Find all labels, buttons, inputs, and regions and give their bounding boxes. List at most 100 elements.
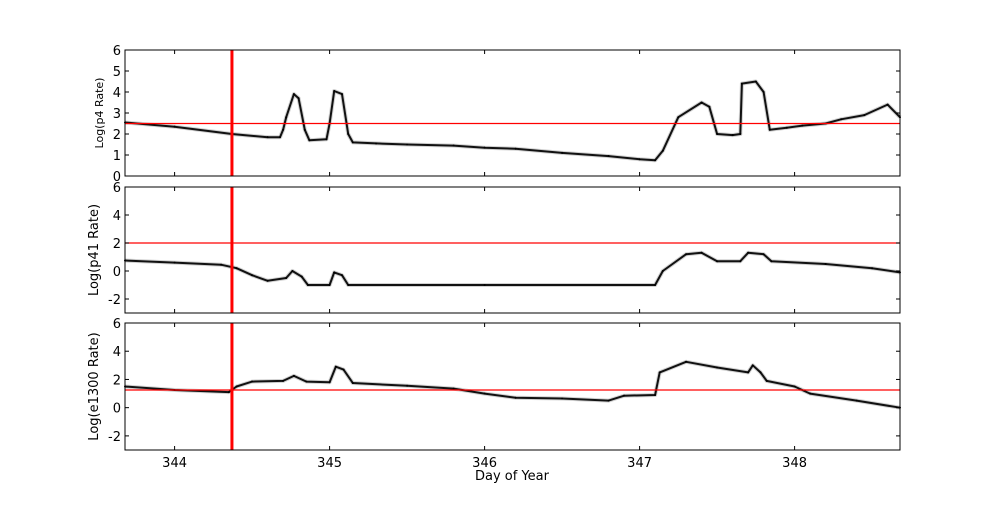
data-point bbox=[731, 134, 734, 137]
data-point bbox=[561, 397, 564, 400]
data-point bbox=[661, 270, 664, 272]
data-point bbox=[341, 274, 343, 277]
data-point bbox=[305, 380, 308, 383]
y-tick-label: 2 bbox=[113, 128, 121, 143]
data-point bbox=[747, 251, 750, 254]
data-point bbox=[375, 142, 378, 145]
y-tick-label: 6 bbox=[113, 317, 121, 332]
data-point bbox=[220, 263, 223, 266]
data-point bbox=[654, 284, 657, 286]
data-point bbox=[297, 97, 300, 100]
data-point bbox=[452, 144, 455, 147]
data-point bbox=[747, 371, 750, 374]
data-point bbox=[282, 128, 285, 131]
data-point bbox=[483, 392, 486, 395]
data-point bbox=[279, 136, 281, 139]
data-point bbox=[235, 267, 238, 270]
data-point bbox=[793, 385, 796, 388]
data-point bbox=[716, 366, 719, 369]
data-point bbox=[483, 146, 486, 149]
data-point bbox=[654, 393, 657, 396]
x-tick-label: 346 bbox=[472, 456, 497, 471]
data-point bbox=[285, 277, 288, 279]
y-tick-label: 2 bbox=[113, 373, 121, 388]
y-tick-label: 6 bbox=[113, 181, 121, 196]
y-tick-label: 1 bbox=[113, 149, 121, 164]
data-point bbox=[333, 271, 336, 274]
data-series-0 bbox=[124, 80, 901, 162]
y-tick-label: 0 bbox=[113, 170, 121, 185]
data-point bbox=[173, 125, 176, 128]
data-point bbox=[700, 101, 703, 104]
y-tick-label: 3 bbox=[113, 107, 121, 122]
data-point bbox=[514, 147, 517, 150]
data-point bbox=[300, 275, 303, 278]
y-axis-label: Log(p41 Rate) bbox=[87, 204, 102, 296]
y-tick-label: -2 bbox=[108, 430, 121, 445]
data-point bbox=[785, 126, 788, 129]
data-point bbox=[623, 394, 626, 397]
y-tick-label: 0 bbox=[113, 265, 121, 280]
data-point bbox=[251, 380, 254, 383]
data-point bbox=[809, 392, 812, 395]
y-tick-label: 4 bbox=[113, 209, 121, 224]
data-point bbox=[333, 89, 336, 92]
data-point bbox=[801, 124, 804, 127]
data-point bbox=[341, 93, 343, 96]
y-tick-label: 4 bbox=[113, 345, 121, 360]
data-point bbox=[740, 82, 743, 85]
data-point bbox=[754, 80, 757, 83]
data-point bbox=[863, 114, 866, 117]
x-tick-label: 344 bbox=[162, 456, 187, 471]
data-point bbox=[235, 385, 238, 388]
data-point bbox=[347, 133, 350, 135]
axes-frame bbox=[124, 322, 901, 451]
data-point bbox=[607, 155, 610, 158]
y-tick-label: 2 bbox=[113, 237, 121, 252]
data-point bbox=[514, 396, 517, 399]
y-axis-label: Log(p4 Rate) bbox=[93, 78, 106, 149]
data-point bbox=[658, 371, 661, 374]
axes-frame bbox=[124, 186, 901, 314]
data-point bbox=[173, 261, 176, 264]
data-point bbox=[334, 365, 337, 368]
data-point bbox=[768, 128, 771, 131]
data-point bbox=[739, 133, 742, 135]
data-point bbox=[292, 374, 295, 377]
data-scatter-halo bbox=[124, 250, 901, 287]
data-point bbox=[871, 267, 874, 270]
axes-frame bbox=[124, 49, 901, 177]
data-point bbox=[751, 364, 754, 367]
data-point bbox=[406, 143, 409, 146]
data-point bbox=[855, 399, 858, 402]
y-tick-label: -2 bbox=[108, 293, 121, 308]
y-tick-label: 0 bbox=[113, 402, 121, 417]
data-point bbox=[266, 279, 269, 282]
data-point bbox=[292, 93, 295, 96]
y-tick-label: 4 bbox=[113, 86, 121, 101]
data-point bbox=[291, 270, 294, 272]
data-point bbox=[266, 136, 269, 139]
data-point bbox=[306, 284, 309, 286]
x-tick-label: 347 bbox=[627, 456, 652, 471]
data-point bbox=[638, 158, 641, 161]
data-point bbox=[762, 91, 765, 93]
data-point bbox=[759, 371, 762, 374]
data-point bbox=[840, 118, 843, 121]
data-point bbox=[328, 381, 331, 384]
data-point bbox=[227, 391, 230, 394]
data-point bbox=[351, 141, 354, 144]
data-point bbox=[483, 284, 486, 286]
data-series-2 bbox=[124, 360, 901, 409]
data-point bbox=[406, 384, 409, 387]
data-point bbox=[739, 260, 742, 263]
data-point bbox=[716, 133, 719, 135]
data-point bbox=[770, 260, 773, 263]
data-point bbox=[654, 159, 657, 162]
data-point bbox=[607, 399, 610, 402]
data-point bbox=[708, 105, 711, 108]
data-point bbox=[328, 284, 331, 286]
data-point bbox=[886, 103, 889, 106]
data-point bbox=[762, 253, 765, 256]
